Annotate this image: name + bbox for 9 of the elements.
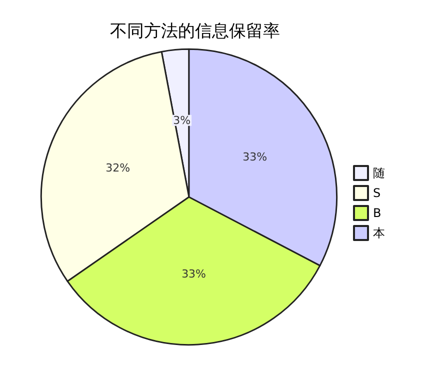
legend-label: 随 xyxy=(373,166,385,180)
chart-title: 不同方法的信息保留率 xyxy=(110,22,280,42)
legend-label: S xyxy=(373,186,381,200)
data-label: 32% xyxy=(106,161,130,174)
data-label: 33% xyxy=(182,267,206,280)
legend-label: B xyxy=(373,206,382,220)
data-label: 33% xyxy=(242,150,268,164)
data-label: 3% xyxy=(173,114,191,127)
legend-label: 本 xyxy=(373,226,385,240)
